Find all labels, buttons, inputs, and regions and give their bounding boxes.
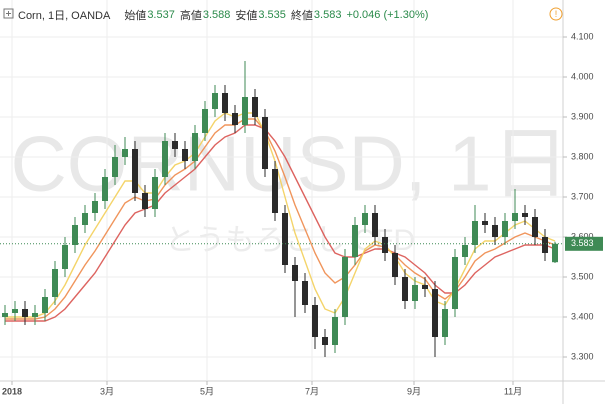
candle-body <box>402 277 408 301</box>
candle-body <box>252 97 258 117</box>
y-tick-label: 3.500 <box>571 271 594 281</box>
expand-icon[interactable] <box>3 8 14 19</box>
candle-body <box>222 93 228 113</box>
last-price-box <box>565 236 603 251</box>
header-text: 3.535 <box>258 9 286 21</box>
candle-body <box>122 149 128 157</box>
candle-body <box>282 213 288 265</box>
alert-icon: ! <box>555 9 558 19</box>
candle-body <box>42 297 48 313</box>
candle-body <box>152 177 158 209</box>
candle-body <box>32 313 38 317</box>
plot <box>2 61 558 357</box>
candle-body <box>162 141 168 177</box>
candle-body <box>212 93 218 109</box>
candle-body <box>512 213 518 221</box>
candle-body <box>412 285 418 301</box>
candle-body <box>52 269 58 297</box>
candle-body <box>392 253 398 277</box>
candle-body <box>142 193 148 209</box>
x-tick-label: 11月 <box>504 386 522 396</box>
candle-body <box>112 157 118 177</box>
y-tick-label: 3.800 <box>571 151 594 161</box>
legend-header: Corn, 1日, OANDA 始値 3.537 高値 3.588 安値 3.535 終値 3.… <box>4 7 428 23</box>
candle-body <box>2 313 8 317</box>
candle-body <box>362 213 368 225</box>
candle-body <box>82 213 88 225</box>
y-tick-label: 3.600 <box>571 231 594 241</box>
candle-body <box>132 149 138 193</box>
candle-body <box>422 285 428 289</box>
candle-body <box>352 225 358 257</box>
candle-body <box>522 213 528 217</box>
candle-body <box>72 225 78 245</box>
candle-body <box>202 109 208 133</box>
candle-body <box>312 305 318 337</box>
y-tick-label: 3.400 <box>571 311 594 321</box>
y-tick-label: 3.700 <box>571 191 594 201</box>
ribbon-line <box>5 124 556 322</box>
x-tick-label: 2018 <box>2 386 22 396</box>
y-tick-label: 4.000 <box>571 71 594 81</box>
candle-body <box>92 201 98 213</box>
candle-body <box>452 257 458 309</box>
candle-body <box>192 133 198 161</box>
candle-body <box>532 217 538 237</box>
header-text: +0.046 (+1.30%) <box>346 9 429 21</box>
y-tick-label: 4.100 <box>571 31 594 41</box>
candle-body <box>102 177 108 201</box>
candle-body <box>542 237 548 253</box>
candle-body <box>262 117 268 169</box>
candle-body <box>22 309 28 317</box>
alert-icon[interactable] <box>549 7 563 21</box>
candle-body <box>332 317 338 345</box>
x-tick-label: 7月 <box>305 386 319 396</box>
candle-body <box>62 245 68 269</box>
candle-body <box>272 169 278 213</box>
candle-body <box>462 245 468 257</box>
candle-body <box>482 221 488 225</box>
candle-body <box>382 237 388 253</box>
candle-body <box>472 221 478 245</box>
watermark: CORNUSD, 1日 <box>10 120 569 208</box>
header-text: 3.583 <box>313 9 342 21</box>
candle-body <box>322 337 328 345</box>
candle-body <box>12 309 18 313</box>
x-tick-label: 9月 <box>407 386 421 396</box>
last-price-label: 3.583 <box>571 238 594 248</box>
candle-body <box>492 225 498 237</box>
candle-body <box>432 289 438 337</box>
ribbon-line <box>5 118 556 320</box>
header-text: 安値 <box>235 10 258 22</box>
header-text: Corn, 1日, OANDA <box>18 10 111 22</box>
header-text: 高値 <box>179 10 202 22</box>
candle-body <box>342 257 348 317</box>
candle-body <box>232 113 238 125</box>
header-text: 3.588 <box>202 9 231 21</box>
candle-body <box>302 281 308 305</box>
candle-body <box>372 213 378 237</box>
candle-body <box>502 221 508 237</box>
candle-body <box>242 97 248 125</box>
y-tick-label: 3.900 <box>571 111 594 121</box>
ribbon-line <box>5 112 556 318</box>
candle-body <box>182 149 188 161</box>
x-tick-label: 3月 <box>100 386 114 396</box>
candle-body <box>172 141 178 149</box>
candle-body <box>552 243 558 263</box>
header-text: 終値 <box>290 10 313 22</box>
candle-body <box>292 265 298 281</box>
candle-body <box>442 309 448 337</box>
header-text: 始値 <box>124 10 147 22</box>
x-tick-label: 5月 <box>200 386 214 396</box>
header-text: 3.537 <box>147 9 175 21</box>
y-tick-label: 3.300 <box>571 351 594 361</box>
